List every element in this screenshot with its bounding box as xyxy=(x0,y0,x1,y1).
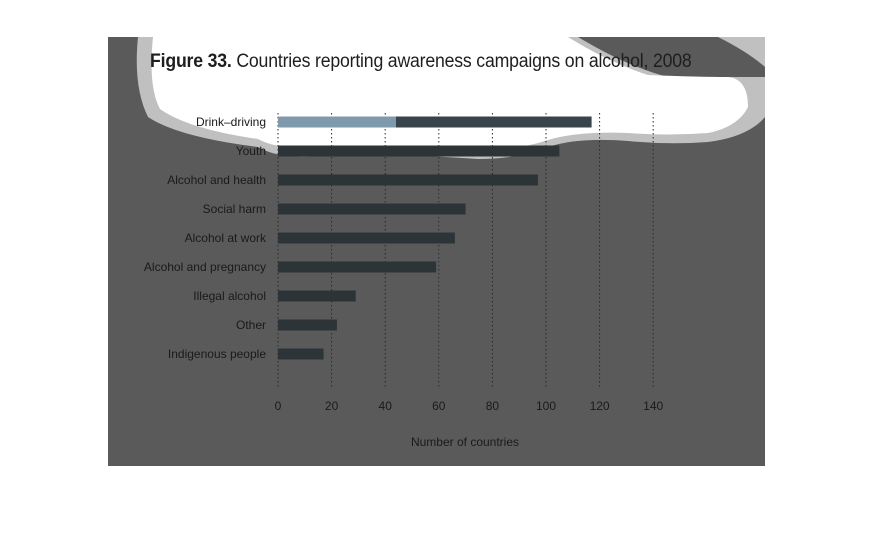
x-tick-label: 100 xyxy=(536,399,556,413)
bar-chart: Drink–driving Youth Alcohol and health Soci… xyxy=(144,113,664,449)
category-label: Alcohol at work xyxy=(185,231,267,245)
x-tick-label: 0 xyxy=(275,399,282,413)
figure-panel: Figure 33. Countries reporting awareness… xyxy=(108,37,765,466)
bar xyxy=(278,290,356,302)
figure-number: Figure 33. xyxy=(150,51,232,72)
bar xyxy=(278,348,324,360)
x-tick-label: 80 xyxy=(486,399,500,413)
white-blot-overlay xyxy=(136,37,765,159)
category-label: Indigenous people xyxy=(168,347,266,361)
figure-title: Figure 33. Countries reporting awareness… xyxy=(150,51,692,73)
bar xyxy=(278,174,538,186)
category-label: Alcohol and pregnancy xyxy=(144,260,266,274)
x-tick-label: 40 xyxy=(379,399,393,413)
bar-shadow-segment xyxy=(396,116,592,128)
x-axis-title: Number of countries xyxy=(411,435,519,449)
category-label: Youth xyxy=(236,144,266,158)
x-tick-label: 120 xyxy=(590,399,610,413)
bar xyxy=(278,261,437,273)
x-tick-label: 60 xyxy=(432,399,446,413)
category-label: Social harm xyxy=(203,202,266,216)
figure-title-text: Countries reporting awareness campaigns … xyxy=(236,51,692,72)
category-label: Illegal alcohol xyxy=(193,289,266,303)
bar xyxy=(278,319,337,331)
bar xyxy=(278,232,455,244)
category-label: Other xyxy=(236,318,266,332)
bar xyxy=(278,203,466,215)
bar xyxy=(278,145,560,157)
x-tick-label: 20 xyxy=(325,399,339,413)
category-label: Drink–driving xyxy=(196,115,266,129)
x-tick-label: 140 xyxy=(643,399,663,413)
category-label: Alcohol and health xyxy=(167,173,266,187)
